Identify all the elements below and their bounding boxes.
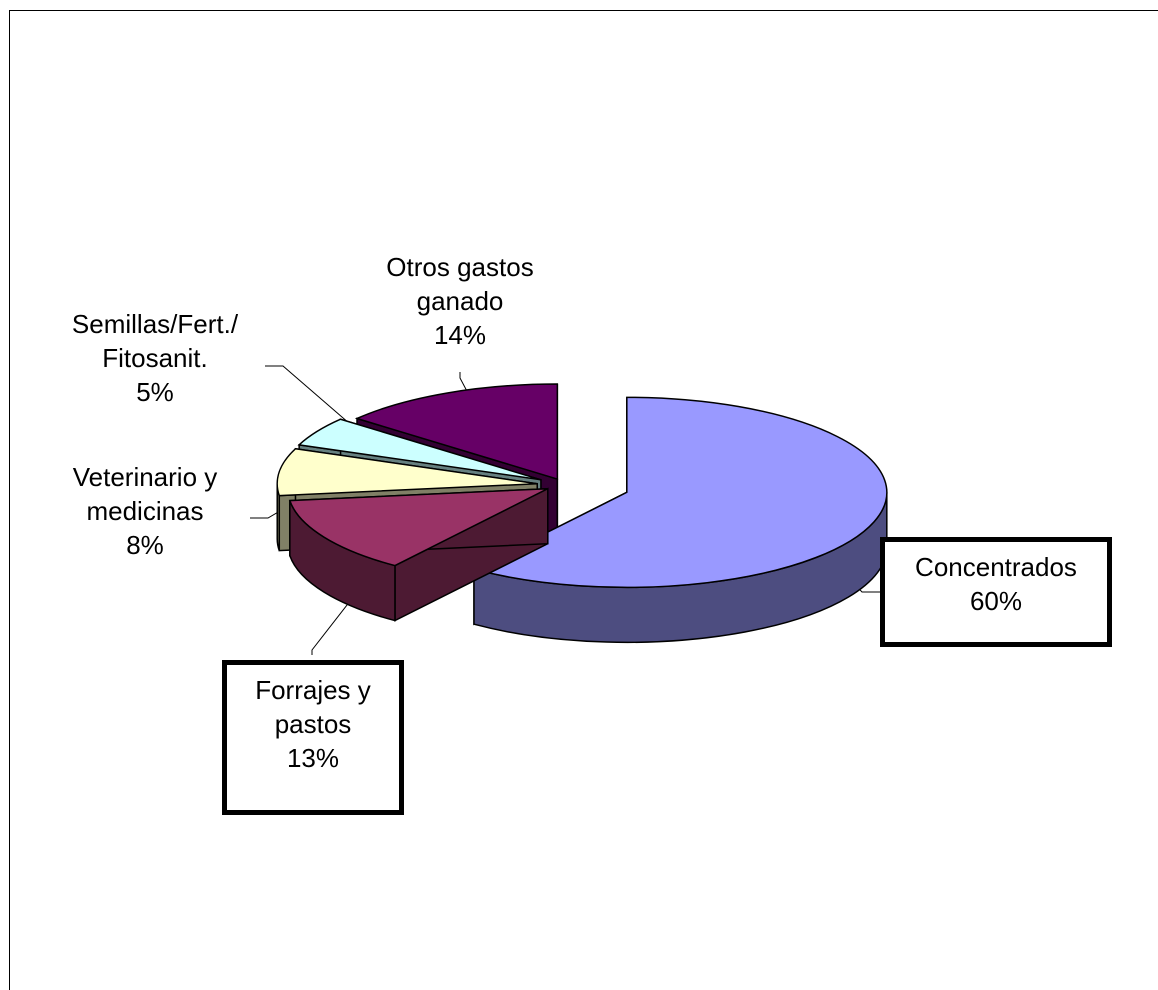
slice-top-face [276, 447, 538, 497]
slice-label-forrajes: Forrajes y pastos 13% [222, 660, 404, 815]
slice-label-text: Veterinario y [72, 462, 218, 492]
slice-label-pct: 60% [969, 586, 1023, 616]
slice-label-veterinario: Veterinario y medicinas 8% [40, 460, 250, 562]
slice-top-face [288, 487, 549, 567]
slice-label-pct: 8% [126, 530, 164, 560]
slice-label-pct: 5% [136, 377, 174, 407]
slice-label-text: pastos [274, 709, 352, 739]
slice-label-text: Fitosanit. [102, 343, 208, 373]
slice-label-text: Otros gastos [386, 252, 534, 282]
slice-top-face [471, 396, 888, 589]
slice-label-text: medicinas [86, 496, 204, 526]
slice-label-pct: 14% [433, 320, 487, 350]
slice-label-otros: Otros gastos ganado 14% [350, 250, 570, 352]
slice-top-face [354, 383, 559, 481]
chart-frame [9, 10, 1158, 990]
slice-label-text: Semillas/Fert./ [71, 309, 239, 339]
pie-slice [288, 487, 549, 622]
pie-slices [276, 383, 888, 644]
slice-top-face [297, 418, 542, 481]
slice-label-text: ganado [416, 286, 504, 316]
pie-slice [471, 396, 888, 644]
slice-label-text: Concentrados [915, 552, 1077, 582]
slice-label-text: Forrajes y [255, 675, 371, 705]
slice-label-semillas: Semillas/Fert./ Fitosanit. 5% [40, 307, 270, 409]
leader-line [265, 365, 373, 444]
slice-label-pct: 13% [286, 743, 340, 773]
slice-label-concentrados: Concentrados 60% [880, 537, 1112, 647]
